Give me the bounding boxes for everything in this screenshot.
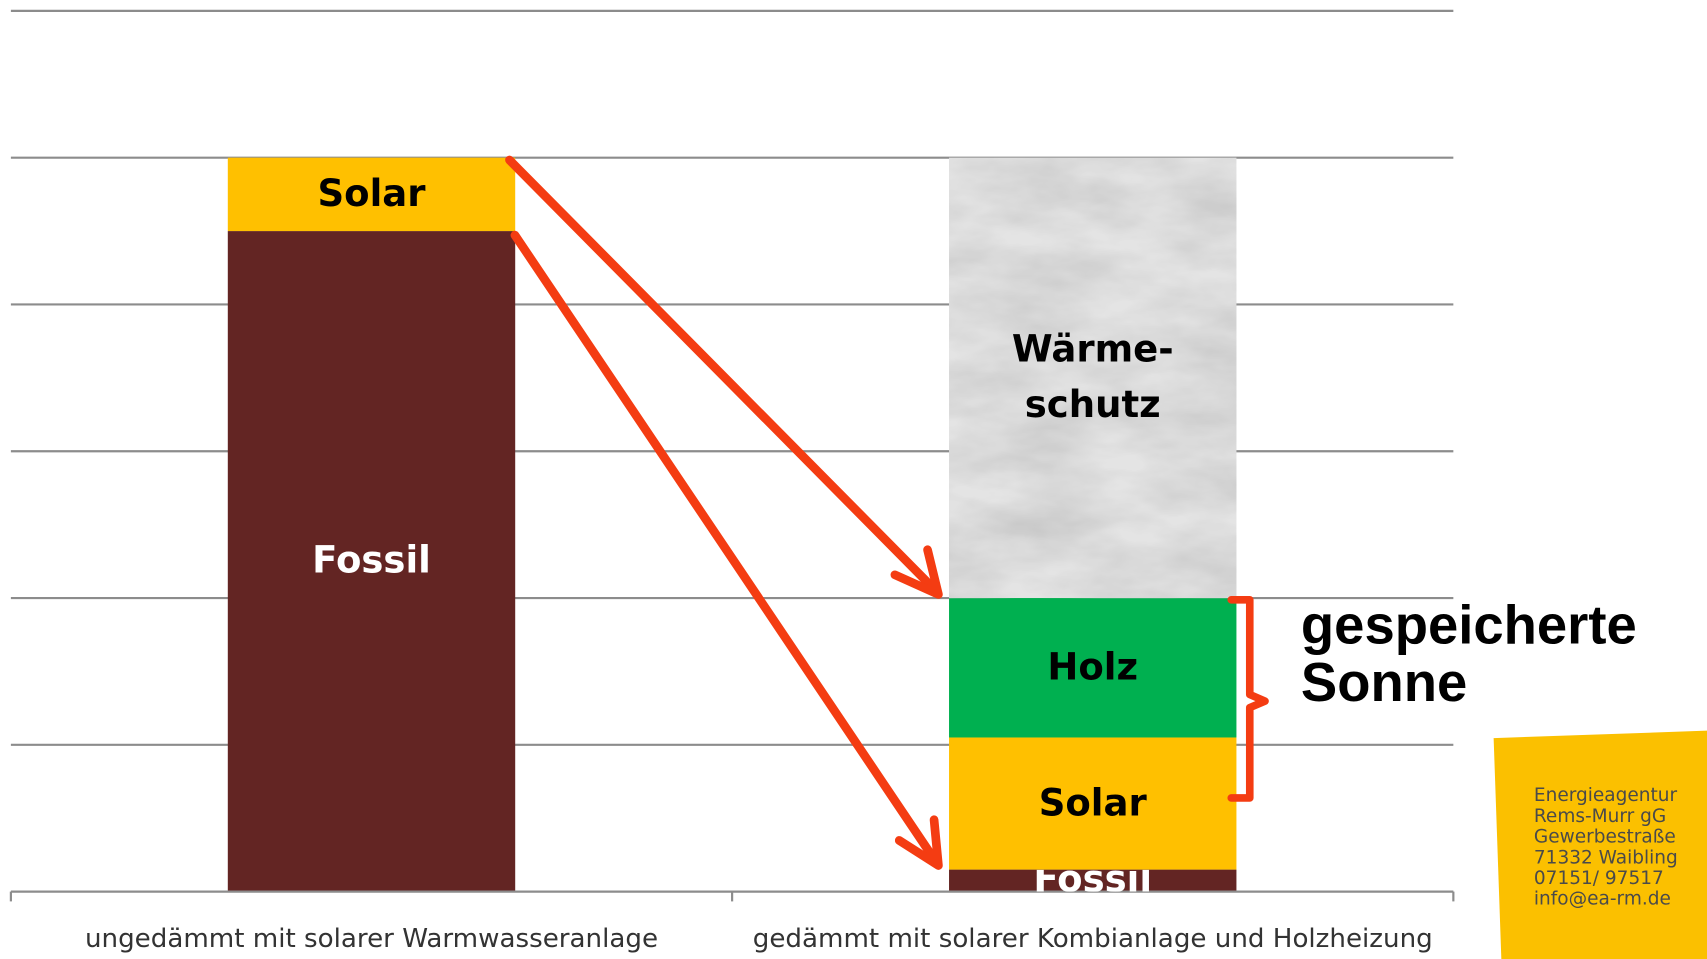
contact-line: Energieagentur: [1533, 784, 1678, 807]
segment-label: Solar: [317, 172, 426, 216]
bracket: [1227, 596, 1269, 802]
bar-segment: [949, 737, 1237, 870]
segment-label: Fossil: [312, 539, 431, 583]
contact-line: info@ea-rm.de: [1533, 888, 1671, 911]
contact-line: Gewerbestraße: [1533, 826, 1676, 849]
x-tick-label: gedämmt mit solarer Kombianlage und Holz…: [752, 923, 1433, 954]
contact-text: Energieagentur Rems-Murr gG Gewerbestraße 7…: [1533, 784, 1678, 911]
texture: [949, 157, 1237, 599]
x-axis: [9, 890, 1455, 902]
arrow: [505, 155, 941, 596]
contact-line: 07151/ 97517: [1533, 867, 1664, 890]
segment-label: Solar: [1038, 781, 1147, 825]
arrowhead: [894, 815, 943, 870]
arrowhead: [890, 545, 943, 599]
x-tick-label: ungedämmt mit solarer Warmwasseranlage: [84, 923, 659, 954]
annotation: gespeicherte Sonne: [1300, 594, 1637, 713]
arrow: [510, 230, 941, 867]
bar-segment: [227, 231, 516, 892]
segment-label: Fossil: [1033, 869, 1153, 892]
contact-line: 71332 Waibling: [1533, 846, 1678, 869]
contact-line: Rems-Murr gG: [1533, 805, 1667, 828]
arrows: [505, 155, 1269, 870]
bar-segment: [227, 157, 516, 232]
segment-label: Holz: [1047, 645, 1139, 689]
segment-label: Wärme-schutz: [1011, 327, 1174, 427]
bar-segment: [949, 869, 1237, 892]
bars: [227, 157, 1237, 892]
bar-segment: [949, 598, 1237, 738]
